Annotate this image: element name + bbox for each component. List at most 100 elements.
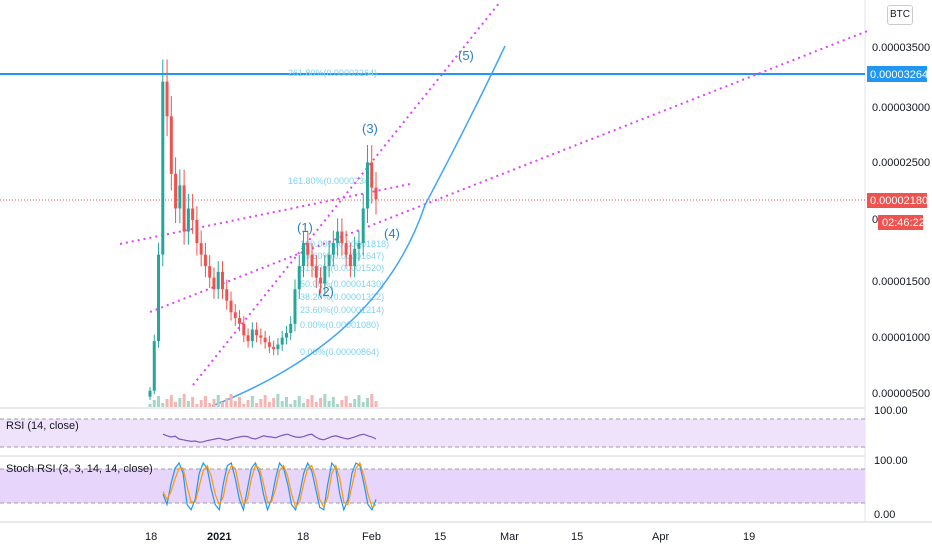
- volume-bars: [148, 394, 378, 407]
- price-tick: 0.00001500: [872, 276, 930, 288]
- volume-bar: [374, 401, 378, 407]
- candle-body: [246, 335, 250, 342]
- candle-body: [263, 337, 267, 343]
- stoch-k-line: [162, 461, 377, 512]
- candle-body: [280, 337, 284, 345]
- volume-bar: [220, 402, 224, 407]
- last-price-tag: [867, 193, 927, 208]
- volume-bar: [161, 403, 165, 407]
- price-tick: 0.00000500: [872, 388, 930, 400]
- candle-body: [191, 208, 195, 220]
- fib-levels: 261.80%(0.00003264) 161.80%(0.0000234) 1…: [288, 68, 389, 357]
- volume-bar: [157, 396, 161, 407]
- volume-bar: [255, 403, 259, 407]
- price-tick: 0.: [872, 214, 881, 226]
- candle-body: [276, 344, 280, 350]
- candle-body: [336, 231, 340, 244]
- candle-body: [161, 81, 165, 255]
- wave-label: (5): [458, 48, 474, 63]
- volume-bar: [327, 401, 331, 407]
- price-tick: 0.00001000: [872, 332, 930, 344]
- candle-body: [186, 208, 190, 232]
- time-label: 18: [145, 531, 157, 543]
- volume-bar: [306, 399, 310, 407]
- candle-body: [178, 185, 182, 209]
- candle-body: [267, 342, 271, 347]
- candle-body: [152, 341, 156, 391]
- volume-bar: [323, 394, 327, 407]
- time-label: 15: [571, 531, 583, 543]
- candle-body: [306, 243, 310, 255]
- candle-body: [255, 329, 259, 336]
- candle-body: [293, 289, 297, 324]
- candle-body: [216, 271, 220, 290]
- candle-body: [148, 390, 152, 397]
- candle-body: [365, 162, 369, 209]
- volume-bar: [361, 402, 365, 407]
- volume-bar: [263, 395, 267, 407]
- candle-body: [310, 254, 314, 267]
- candle-body: [233, 312, 237, 319]
- volume-bar: [259, 399, 263, 407]
- candle-body: [195, 220, 199, 244]
- parabolic-curve[interactable]: [211, 45, 506, 407]
- fib-label: 38.20%(0.00001322): [300, 292, 384, 302]
- candle-body: [370, 162, 374, 188]
- hline-price-tag: [867, 66, 927, 82]
- candle-body: [353, 248, 357, 267]
- volume-bar: [186, 401, 190, 407]
- trendline-upper[interactable]: [119, 183, 411, 245]
- candle-body: [225, 289, 229, 301]
- candle-body: [157, 254, 161, 342]
- price-tick: 0.00003000: [872, 102, 930, 114]
- volume-bar: [208, 403, 212, 407]
- candle-body: [242, 323, 246, 336]
- volume-bar: [331, 397, 335, 407]
- candle-body: [169, 116, 173, 174]
- stoch-tick: 0.00: [874, 509, 895, 521]
- volume-bar: [336, 404, 340, 407]
- volume-bar: [229, 394, 233, 407]
- candle-body: [259, 335, 263, 338]
- volume-bar: [272, 398, 276, 407]
- candle-body: [212, 277, 216, 290]
- hline-price-label: 0.00003264: [870, 69, 928, 81]
- volume-bar: [340, 400, 344, 407]
- volume-bar: [348, 403, 352, 407]
- volume-bar: [225, 398, 229, 407]
- volume-bar: [152, 400, 156, 407]
- volume-bar: [267, 402, 271, 407]
- volume-bar: [148, 404, 152, 407]
- volume-bar: [216, 395, 220, 407]
- candle-body: [327, 254, 331, 267]
- candle-body: [357, 243, 361, 249]
- price-tick: 0.00003500: [872, 42, 930, 54]
- candle-body: [302, 243, 306, 267]
- candle-body: [272, 346, 276, 350]
- price-tick: 0.00002500: [872, 157, 930, 169]
- candle-body: [250, 329, 254, 342]
- wave-label: (2): [318, 284, 334, 299]
- volume-bar: [165, 399, 169, 407]
- trendline-long[interactable]: [149, 29, 871, 313]
- volume-bar: [293, 400, 297, 407]
- candle-body: [348, 254, 352, 267]
- volume-bar: [238, 397, 242, 407]
- rsi-band: [0, 419, 865, 447]
- candle-body: [297, 266, 301, 290]
- candle-body: [284, 333, 288, 338]
- volume-bar: [319, 398, 323, 407]
- time-label: Mar: [500, 531, 519, 543]
- currency-badge[interactable]: BTC: [887, 5, 913, 25]
- stoch-d-line: [162, 461, 377, 509]
- volume-bar: [353, 399, 357, 407]
- candle-body: [340, 231, 344, 244]
- trendline-steep[interactable]: [192, 1, 501, 386]
- candle-body: [174, 173, 178, 209]
- fib-label: 161.80%(0.0000234): [288, 176, 372, 186]
- wave-label: (1): [297, 220, 313, 235]
- countdown-label: 02:46:22: [882, 217, 925, 229]
- volume-bar: [233, 401, 237, 407]
- volume-bar: [365, 398, 369, 407]
